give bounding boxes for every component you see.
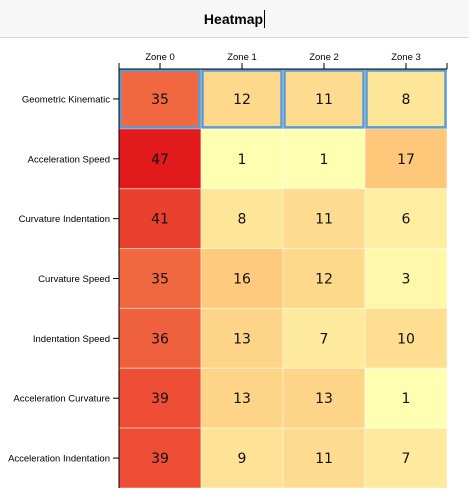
cell-value-label: 16 (233, 272, 251, 288)
cell-value-label: 13 (233, 391, 251, 407)
y-tick-label: Curvature Speed (38, 274, 110, 285)
heatmap-cell[interactable] (118, 307, 202, 369)
cell-value-label: 47 (151, 152, 169, 168)
heatmap-cell[interactable] (118, 248, 202, 309)
y-tick-label: Geometric Kinematic (22, 94, 110, 105)
cell-value-label: 3 (402, 272, 411, 288)
heatmap-cell[interactable] (118, 68, 202, 130)
y-tick-label: Acceleration Speed (28, 154, 110, 165)
x-tick-label: Zone 1 (227, 52, 257, 63)
heatmap-cell[interactable] (200, 188, 284, 250)
selection-outline (201, 69, 283, 129)
cell-value-label: 13 (315, 391, 333, 407)
heatmap-cell[interactable] (200, 248, 284, 309)
heatmap-cell[interactable] (364, 128, 448, 190)
selection-outline (119, 69, 201, 129)
text-cursor (264, 10, 266, 28)
chart-toolbar (0, 0, 469, 38)
cell-value-label: 1 (320, 152, 329, 168)
cell-value-label: 35 (151, 272, 169, 288)
heatmap-cell[interactable] (282, 188, 366, 250)
cell-value-label: 6 (402, 212, 411, 228)
heatmap-cell[interactable] (200, 307, 284, 369)
cell-value-label: 11 (315, 92, 333, 108)
cell-value-label: 8 (238, 212, 247, 228)
y-tick-label: Curvature Indentation (19, 214, 110, 225)
y-tick-label: Acceleration Curvature (13, 394, 110, 405)
cell-value-label: 13 (233, 331, 251, 347)
x-tick-label: Zone 0 (145, 52, 175, 63)
y-tick-label: Acceleration Indentation (8, 454, 110, 465)
cell-value-label: 39 (151, 391, 169, 407)
heatmap-cell[interactable] (118, 128, 202, 190)
cell-value-label: 1 (402, 391, 411, 407)
cell-value-label: 10 (397, 331, 415, 347)
selection-outline (365, 69, 447, 129)
cell-value-label: 9 (238, 451, 247, 467)
cell-value-label: 36 (151, 331, 169, 347)
heatmap-cell[interactable] (364, 188, 448, 250)
heatmap-cell[interactable] (118, 188, 202, 250)
y-tick-label: Indentation Speed (33, 334, 110, 345)
heatmap-cell[interactable] (364, 68, 448, 130)
cell-value-label: 35 (151, 92, 169, 108)
heatmap-cell[interactable] (364, 427, 448, 489)
cell-value-label: 11 (315, 212, 333, 228)
x-tick-label: Zone 3 (391, 52, 421, 63)
chart-title: Heatmap (203, 11, 264, 27)
cell-value-label: 41 (151, 212, 169, 228)
cell-value-label: 7 (320, 331, 329, 347)
cell-value-label: 8 (402, 92, 411, 108)
cell-value-label: 7 (402, 451, 411, 467)
cell-value-label: 39 (151, 451, 169, 467)
cell-value-label: 11 (315, 451, 333, 467)
cell-value-label: 1 (238, 152, 247, 168)
selection-outline (283, 69, 365, 129)
heatmap-cell[interactable] (200, 427, 284, 489)
cell-value-label: 17 (397, 152, 415, 168)
heatmap-cell[interactable] (200, 367, 284, 429)
cell-value-label: 12 (315, 272, 333, 288)
x-tick-label: Zone 2 (309, 52, 339, 63)
chart-title-input[interactable]: Heatmap (0, 0, 469, 38)
heatmap-cell[interactable] (282, 367, 366, 429)
heatmap-cell[interactable] (282, 427, 366, 489)
cell-value-label: 12 (233, 92, 251, 108)
heatmap-cell[interactable] (364, 367, 448, 429)
